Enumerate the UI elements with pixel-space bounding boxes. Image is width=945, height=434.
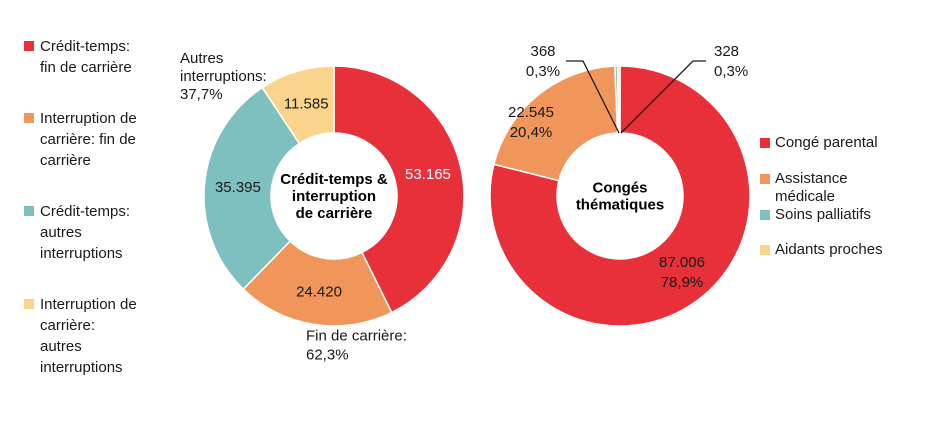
legend-item: Crédit-temps: fin de carrière [20,36,170,78]
annotation-fin-de-carriere: Fin de carrière: 62,3% [306,328,407,364]
data-label: 35.395 [215,179,261,196]
donut-slice [203,86,301,291]
legend-item: Assistance médicale [758,170,883,206]
legend-label: Interruption de carrière: fin de carrièr… [40,110,137,169]
donut-slice [333,65,465,314]
legend-label: Soins palliatifs [775,206,871,223]
donut-slice [616,65,621,134]
legend-item: Interruption de carrière: fin de carrièr… [20,108,170,171]
data-label: 22.545 20,4% [508,104,554,141]
legend-label: Assistance médicale [775,170,848,205]
legend-item: Crédit-temps: autres interruptions [20,201,170,264]
legend-label: Crédit-temps: fin de carrière [40,38,132,76]
legend-swatch [760,210,770,220]
data-label: 11.585 [284,96,329,113]
leader-line [566,60,620,134]
donut-chart-credit-temps: Crédit-temps & interruption de carrière [203,65,465,327]
legend-label: Crédit-temps: autres interruptions [40,203,131,262]
legend-item: Soins palliatifs [758,206,883,224]
chart-title: Congés thématiques [576,180,664,214]
legend-label: Interruption de carrière: autres interru… [40,296,137,376]
legend-left: Crédit-temps: fin de carrière Interrupti… [20,36,170,408]
chart-labels: 53.165 24.420 35.395 11.585 Autres interrupti… [180,43,748,364]
legend-swatch [24,299,34,309]
data-label: 53.165 [405,166,451,183]
legend-swatch [24,41,34,51]
donut-slice [261,65,335,145]
data-label: 24.420 [296,283,342,300]
donut-slice [242,240,393,327]
legend-label: Aidants proches [775,241,883,258]
leader-lines [566,60,706,134]
legend-item: Congé parental [758,134,883,152]
donut-slice [493,65,619,182]
annotation-autres-interruptions: Autres interruptions: 37,7% [180,50,267,103]
data-label: 87.006 78,9% [659,254,705,291]
legend-item: Aidants proches [758,241,883,259]
legend-swatch [760,245,770,255]
legend-swatch [24,206,34,216]
donut-slice [489,65,751,327]
chart-title: Crédit-temps & interruption de carrière [280,171,388,222]
legend-right: Congé parental Assistance médicale Soins… [758,134,883,259]
donut-chart-conges-thematiques: Congés thématiques [489,65,751,327]
data-label: 328 0,3% [714,43,748,80]
legend-swatch [760,174,770,184]
data-label: 368 0,3% [526,43,560,80]
legend-label: Congé parental [775,134,878,151]
legend-item: Interruption de carrière: autres interru… [20,294,170,378]
legend-swatch [760,138,770,148]
legend-swatch [24,113,34,123]
leader-line [620,60,706,134]
